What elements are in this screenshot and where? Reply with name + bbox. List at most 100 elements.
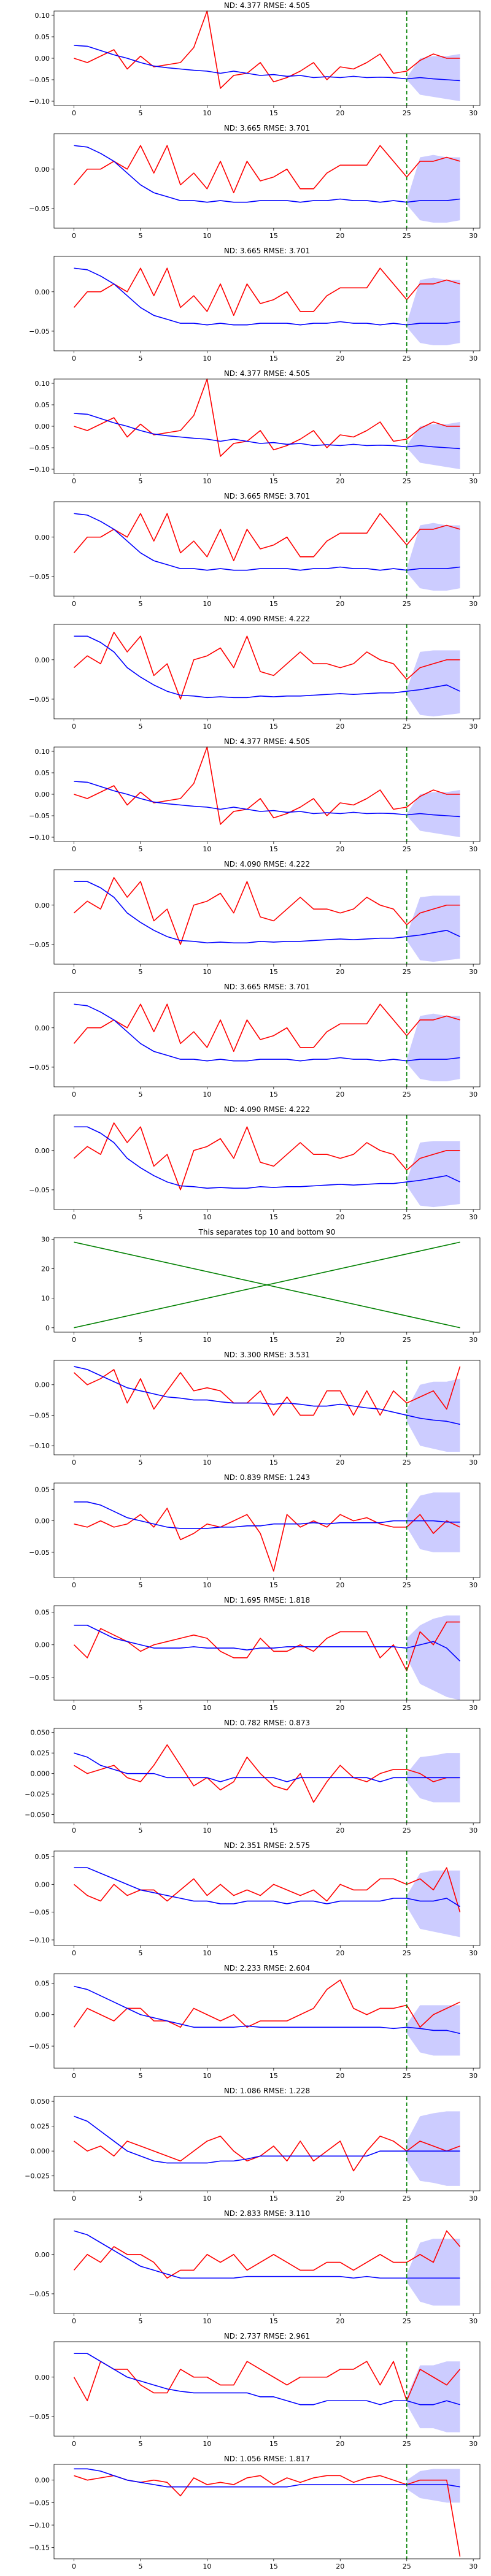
y-tick-label: −0.10 (29, 466, 50, 473)
series-line (74, 1501, 460, 1529)
x-tick-label: 25 (403, 2195, 411, 2202)
x-tick-label: 10 (203, 2317, 211, 2325)
x-tick-label: 10 (203, 1581, 211, 1589)
x-tick-label: 30 (469, 1336, 477, 1344)
x-tick-label: 25 (403, 845, 411, 853)
y-tick-label: 0 (45, 1324, 50, 1332)
y-tick-label: −0.025 (25, 2172, 50, 2180)
x-tick-label: 20 (336, 355, 344, 362)
x-tick-label: 20 (336, 1704, 344, 1712)
y-tick-label: 0.00 (35, 166, 50, 174)
y-tick-label: 10 (41, 1295, 50, 1303)
y-tick-label: 0.05 (35, 1485, 50, 1493)
series-line (74, 1366, 460, 1425)
chart-title: ND: 3.665 RMSE: 3.701 (224, 247, 310, 255)
x-tick-label: 10 (203, 2440, 211, 2448)
x-tick-label: 20 (336, 1827, 344, 1834)
y-tick-label: −0.05 (29, 205, 50, 213)
y-tick-label: 0.00 (35, 1880, 50, 1888)
x-tick-label: 25 (403, 1459, 411, 1466)
x-tick-label: 30 (469, 968, 477, 976)
y-tick-label: 0.05 (35, 33, 50, 41)
x-tick-label: 30 (469, 1704, 477, 1712)
x-tick-label: 20 (336, 600, 344, 608)
series-line (74, 45, 460, 82)
plot-frame (53, 133, 481, 229)
x-tick-label: 0 (72, 232, 76, 240)
x-tick-label: 0 (72, 477, 76, 485)
x-tick-label: 0 (72, 1581, 76, 1589)
y-tick-label: −0.05 (29, 2413, 50, 2421)
x-tick-label: 30 (469, 600, 477, 608)
x-tick-label: 30 (469, 477, 477, 485)
chart-title: ND: 0.839 RMSE: 1.243 (224, 1473, 310, 1482)
series-line (74, 1744, 460, 1803)
y-tick-label: −0.050 (25, 1811, 50, 1819)
subplot: This separates top 10 and bottom 90 0 5 10 1… (41, 1228, 481, 1344)
y-tick-label: 0.05 (35, 1853, 50, 1861)
y-tick-label: −0.05 (29, 2499, 50, 2507)
y-tick-label: 0.00 (35, 1147, 50, 1155)
subplot: ND: 3.665 RMSE: 3.701 0 5 10 15 20 25 30 0.00 −0.… (29, 124, 481, 240)
y-tick-label: 0.05 (35, 1609, 50, 1617)
x-tick-label: 20 (336, 1581, 344, 1589)
x-tick-label: 20 (336, 2072, 344, 2080)
chart-title: ND: 4.090 RMSE: 4.222 (224, 860, 310, 868)
x-tick-label: 30 (469, 845, 477, 853)
x-tick-label: 0 (72, 1827, 76, 1834)
x-tick-label: 25 (403, 1949, 411, 1957)
x-tick-label: 30 (469, 2072, 477, 2080)
subplot: ND: 1.695 RMSE: 1.818 0 5 10 15 20 25 30 0.05 0.0… (29, 1596, 481, 1712)
x-tick-label: 30 (469, 232, 477, 240)
chart-title: ND: 1.056 RMSE: 1.817 (224, 2455, 310, 2463)
x-tick-label: 25 (403, 2563, 411, 2570)
x-tick-label: 5 (138, 845, 142, 853)
x-tick-label: 10 (203, 1459, 211, 1466)
x-tick-label: 25 (403, 968, 411, 976)
x-tick-label: 20 (336, 2440, 344, 2448)
y-tick-label: −0.05 (29, 1549, 50, 1557)
x-tick-label: 25 (403, 1827, 411, 1834)
subplot: ND: 4.377 RMSE: 4.505 0 5 10 15 20 25 30 0.10 0.0… (29, 1, 481, 117)
chart-title: This separates top 10 and bottom 90 (198, 1228, 336, 1236)
x-tick-label: 10 (203, 477, 211, 485)
x-tick-label: 15 (269, 355, 278, 362)
series-line (74, 1003, 460, 1062)
y-tick-label: −0.05 (29, 696, 50, 703)
x-tick-label: 15 (269, 1581, 278, 1589)
series-line (74, 1508, 460, 1572)
x-tick-label: 5 (138, 1459, 142, 1466)
chart-title: ND: 3.665 RMSE: 3.701 (224, 492, 310, 500)
y-tick-label: −0.10 (29, 1442, 50, 1450)
chart-title: ND: 1.086 RMSE: 1.228 (224, 2087, 310, 2095)
x-tick-label: 25 (403, 600, 411, 608)
y-tick-label: 0.000 (31, 2147, 50, 2155)
x-tick-label: 25 (403, 109, 411, 117)
y-tick-label: 0.05 (35, 1979, 50, 1987)
x-tick-label: 0 (72, 1704, 76, 1712)
y-tick-label: 0.00 (35, 1641, 50, 1649)
y-tick-label: 0.00 (35, 791, 50, 799)
chart-title: ND: 4.377 RMSE: 4.505 (224, 1, 310, 10)
series-line (73, 2230, 461, 2279)
x-tick-label: 25 (403, 1704, 411, 1712)
subplot: ND: 3.665 RMSE: 3.701 0 5 10 15 20 25 30 0.00 −0.… (29, 492, 481, 608)
confidence-band (406, 1615, 460, 1700)
series-line (73, 1621, 460, 1672)
series-line (73, 1979, 460, 2028)
x-tick-label: 10 (203, 355, 211, 362)
confidence-band (406, 2361, 460, 2432)
series-line (74, 1867, 461, 1912)
subplot: ND: 2.351 RMSE: 2.575 0 5 10 15 20 25 30 0.05 0.0… (29, 1841, 481, 1957)
x-tick-label: 25 (403, 1581, 411, 1589)
chart-title: ND: 2.737 RMSE: 2.961 (224, 2332, 310, 2340)
y-tick-label: −0.05 (29, 1411, 50, 1419)
series-line (74, 2475, 461, 2557)
x-tick-label: 25 (403, 723, 411, 730)
plot-frame (53, 2464, 481, 2559)
series-line (74, 1126, 460, 1189)
x-tick-label: 5 (138, 2195, 142, 2202)
subplot: ND: 0.782 RMSE: 0.873 0 5 10 15 20 25 30 0.050 0.… (25, 1719, 481, 1834)
x-tick-label: 0 (72, 600, 76, 608)
x-tick-label: 20 (336, 968, 344, 976)
